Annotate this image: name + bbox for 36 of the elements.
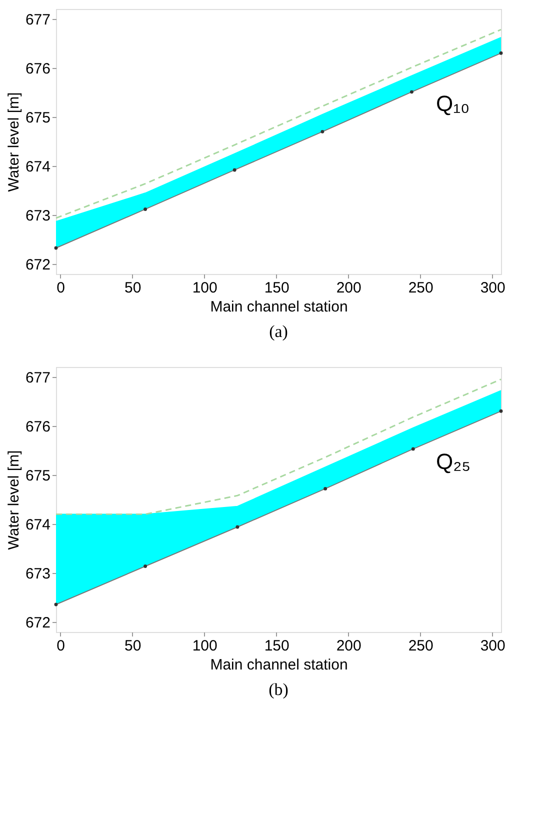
y-tick-label: 677	[25, 369, 50, 386]
y-tick-label: 673	[25, 208, 50, 225]
x-tick-label: 150	[264, 280, 290, 296]
text: (a)	[269, 322, 288, 341]
x-tick-label: 0	[56, 638, 65, 654]
x-axis-title: Main channel station	[210, 298, 348, 316]
y-tick-label: 673	[25, 566, 50, 583]
x-tick-label: 150	[264, 638, 290, 654]
x-tick-label: 250	[408, 280, 434, 296]
y-tick-label: 675	[25, 467, 50, 484]
y-tick-label: 674	[25, 516, 50, 534]
x-tick-label: 200	[336, 638, 362, 654]
x-tick-label: 100	[192, 280, 218, 296]
line-series	[55, 28, 502, 219]
line-series	[55, 378, 502, 515]
x-tick-label: 200	[336, 280, 362, 296]
x-tick-label: 250	[408, 638, 434, 654]
y-axis-title: Water level [m]	[5, 92, 22, 192]
y-tick-label: 675	[25, 109, 50, 126]
y-tick-label: 672	[25, 256, 50, 274]
y-axis-title: Water level [m]	[5, 450, 22, 550]
x-tick-label: 300	[480, 638, 506, 654]
y-tick-label: 677	[25, 11, 50, 28]
y-tick-label: 674	[25, 158, 50, 176]
y-tick-label: 676	[25, 60, 50, 78]
x-tick-label: 0	[56, 280, 65, 296]
x-tick-label: 100	[192, 638, 218, 654]
annotation: Q₁₀	[436, 91, 470, 116]
x-axis-title: Main channel station	[210, 656, 348, 674]
y-tick-label: 676	[25, 418, 50, 436]
x-tick-label: 300	[480, 280, 506, 296]
text: (b)	[268, 680, 288, 699]
x-tick-label: 50	[124, 280, 142, 296]
x-tick-label: 50	[124, 638, 142, 654]
annotation: Q₂₅	[436, 449, 471, 474]
y-tick-label: 672	[25, 614, 50, 632]
